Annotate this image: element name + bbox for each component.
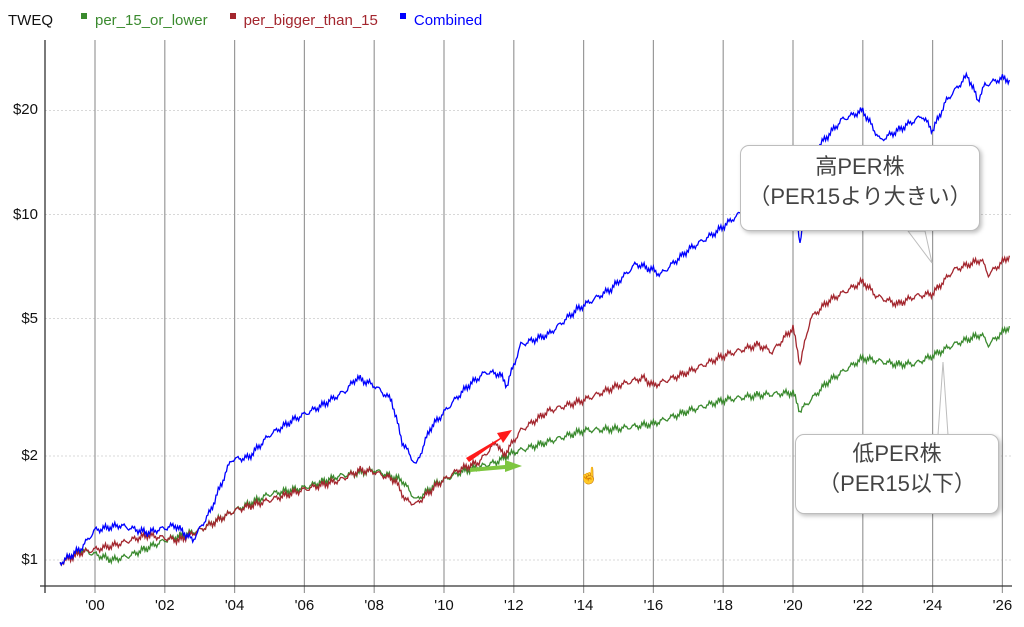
high-per-callout-line1: 高PER株 [815, 154, 905, 179]
y-tick-label: $20 [12, 101, 38, 119]
callout-tails [907, 230, 949, 436]
x-tick-label: '12 [504, 597, 524, 614]
high-per-callout: 高PER株 （PER15より大きい） [740, 145, 980, 231]
axes [40, 40, 1012, 593]
low-per-callout-line1: 低PER株 [852, 441, 942, 466]
series-line-combined [59, 71, 1011, 567]
y-tick-label: $5 [21, 309, 38, 327]
x-tick-label: '08 [364, 597, 384, 614]
legend-title: TWEQ [8, 11, 53, 29]
legend-swatch-icon [399, 13, 406, 19]
series-line-per-15-or-lower [59, 325, 1011, 567]
series-line-per-bigger-than-15 [59, 255, 1011, 567]
legend-item-per-15-or-lower[interactable]: per_15_or_lower [81, 12, 208, 29]
x-tick-label: '22 [853, 597, 873, 614]
legend-label: per_bigger_than_15 [243, 11, 378, 29]
legend-swatch-icon [229, 13, 236, 19]
annotation-arrows [466, 430, 522, 472]
y-tick-label: $1 [21, 551, 38, 568]
x-tick-label: '26 [992, 597, 1013, 614]
x-tick-label: '18 [713, 597, 733, 614]
x-tick-label: '06 [294, 597, 315, 614]
x-tick-label: '00 [85, 597, 105, 614]
y-tick-label: $10 [12, 205, 38, 223]
legend-item-per-bigger-than-15[interactable]: per_bigger_than_15 [229, 11, 378, 29]
x-tick-label: '16 [643, 597, 664, 614]
x-tick-label: '04 [224, 597, 245, 614]
low-per-callout-line2: （PER15以下） [818, 471, 976, 496]
gridlines [45, 40, 1012, 593]
series-lines [59, 71, 1011, 567]
legend-label: per_15_or_lower [95, 11, 208, 29]
legend-item-combined[interactable]: Combined [399, 11, 483, 29]
high-per-callout-tail [907, 230, 933, 264]
legend-label: Combined [413, 11, 483, 29]
low-per-callout-tail [937, 361, 949, 436]
green-arrow-icon [470, 460, 522, 472]
legend: TWEQ per_15_or_lower per_bigger_than_15 … [8, 10, 504, 30]
red-arrow-icon [466, 430, 512, 462]
x-tick-label: '20 [783, 597, 803, 614]
low-per-callout: 低PER株 （PER15以下） [795, 434, 999, 514]
x-tick-label: '24 [922, 597, 943, 614]
x-tick-label: '02 [155, 597, 175, 614]
high-per-callout-line2: （PER15より大きい） [748, 184, 972, 209]
legend-swatch-icon [81, 13, 87, 19]
x-tick-label: '14 [573, 597, 594, 614]
x-tick-label: '10 [434, 597, 454, 614]
y-tick-label: $2 [21, 446, 38, 464]
hand-cursor-icon: ☝ [579, 468, 599, 485]
